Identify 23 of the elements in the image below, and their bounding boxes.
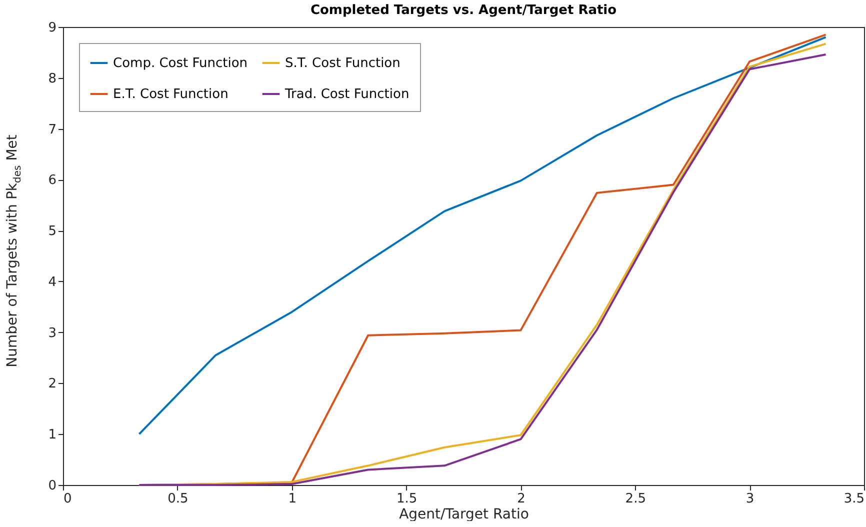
- x-tick-label: 2.5: [625, 492, 646, 506]
- y-tick-label: 0: [48, 478, 56, 494]
- x-tick-label: 0: [64, 492, 72, 506]
- chart-title: Completed Targets vs. Agent/Target Ratio: [310, 3, 617, 18]
- y-tick-label: 3: [48, 326, 56, 341]
- y-tick-label: 8: [48, 71, 56, 86]
- y-tick-label: 6: [48, 173, 56, 188]
- y-tick-label: 2: [48, 376, 56, 392]
- x-tick-label: 3.5: [844, 492, 864, 506]
- y-tick-label: 1: [48, 428, 56, 443]
- x-tick-label: 1.5: [396, 492, 418, 506]
- legend-label: S.T. Cost Function: [285, 56, 400, 71]
- legend-label: E.T. Cost Function: [113, 87, 228, 102]
- x-tick-label: 1: [288, 492, 296, 506]
- y-tick-label: 5: [48, 224, 56, 240]
- y-tick-label: 7: [48, 122, 56, 138]
- x-tick-label: 2: [517, 492, 526, 506]
- x-tick-label: 0.5: [168, 492, 188, 506]
- legend-label: Comp. Cost Function: [113, 56, 248, 71]
- x-tick-label: 3: [746, 492, 754, 506]
- legend-label: Trad. Cost Function: [284, 87, 410, 102]
- y-tick-label: 9: [48, 20, 56, 36]
- y-tick-label: 4: [48, 274, 56, 290]
